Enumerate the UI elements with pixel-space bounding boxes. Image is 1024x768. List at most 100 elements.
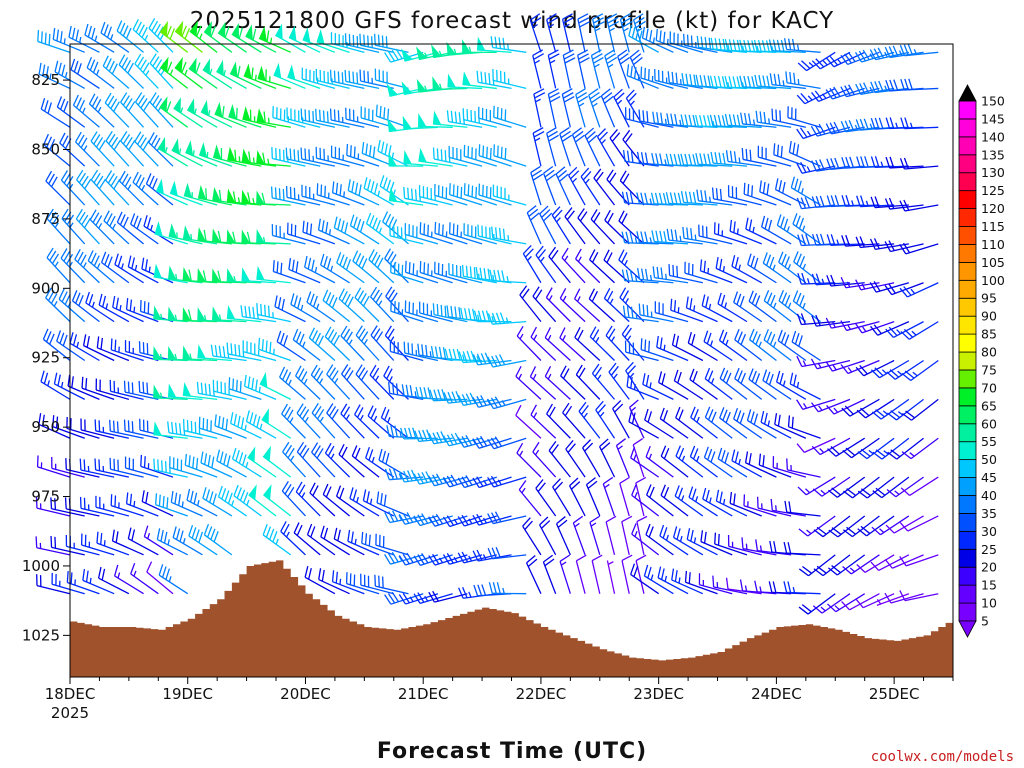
wind-barb [345, 572, 380, 595]
wind-barb [763, 290, 792, 323]
wind-barb [743, 182, 777, 206]
wind-barb [901, 437, 939, 460]
wind-barb [622, 129, 645, 167]
wind-barb [98, 293, 130, 323]
wind-barb [374, 574, 409, 595]
wind-barb [561, 88, 575, 128]
colorbar-bin [958, 154, 977, 174]
wind-barb [384, 325, 409, 361]
wind-barb [272, 260, 306, 284]
wind-barb [169, 456, 203, 478]
wind-barb [624, 340, 659, 362]
wind-barb [600, 88, 616, 128]
wind-barb [259, 371, 292, 400]
wind-barb [280, 521, 306, 556]
wind-barb [712, 575, 748, 595]
wind-barb [546, 403, 571, 439]
wind-barb [825, 359, 865, 372]
wind-barb [626, 64, 659, 90]
wind-barb [112, 295, 144, 323]
wind-barb [331, 570, 365, 595]
wind-barb [419, 261, 453, 284]
wind-barb [281, 481, 306, 517]
wind-barb [51, 457, 85, 478]
wind-barb [569, 477, 586, 517]
wind-barb [233, 484, 262, 517]
wind-barb [487, 511, 527, 525]
wind-barb [548, 440, 571, 478]
wind-barb [390, 299, 424, 323]
wind-barb [35, 496, 71, 517]
wind-barb [748, 290, 777, 323]
colorbar-bin [958, 333, 977, 353]
wind-barb [114, 253, 144, 284]
wind-barb [212, 379, 247, 400]
wind-barb [748, 368, 777, 400]
wind-barb [660, 445, 689, 478]
colorbar-bin [958, 100, 977, 120]
wind-barb [828, 515, 866, 538]
wind-barb [212, 144, 247, 167]
wind-barb [184, 453, 218, 478]
wind-barb [300, 147, 336, 167]
wind-barb [125, 298, 159, 323]
wind-barb [493, 105, 527, 128]
wind-barb [741, 148, 777, 167]
wind-barb [492, 68, 527, 90]
wind-barb [309, 482, 336, 517]
wind-barb [783, 38, 821, 53]
colorbar-bin [958, 351, 977, 371]
wind-barb [744, 451, 777, 478]
wind-barb [871, 515, 910, 536]
wind-barb [840, 51, 880, 66]
wind-barb [256, 265, 291, 284]
wind-barb [262, 445, 292, 478]
wind-barb [105, 130, 130, 167]
wind-barb [768, 39, 806, 53]
x-tick-label: 19DEC [162, 685, 213, 703]
wind-barb [155, 178, 189, 206]
wind-barb [608, 362, 630, 400]
wind-barb [245, 410, 277, 439]
wind-barb [286, 107, 321, 128]
wind-barb [574, 327, 601, 361]
wind-barb [217, 485, 247, 517]
wind-barb [174, 20, 203, 53]
wind-barb [361, 531, 394, 556]
wind-barb [574, 288, 601, 323]
wind-barb [559, 287, 586, 323]
wind-barb [51, 572, 85, 595]
wind-barb [306, 523, 336, 556]
wind-barb [296, 441, 321, 478]
wind-barb [746, 409, 777, 439]
wind-barb [308, 327, 336, 361]
wind-barb [360, 573, 394, 595]
wind-barb [622, 305, 659, 323]
wind-barb [899, 282, 939, 298]
wind-barb [621, 269, 659, 284]
wind-barb [796, 196, 836, 210]
wind-barb [85, 291, 115, 323]
wind-barb [826, 274, 865, 287]
wind-barb [263, 484, 292, 517]
wind-barb [160, 56, 189, 89]
wind-barb [791, 330, 821, 362]
wind-barb [86, 56, 115, 89]
wind-barb [132, 171, 159, 206]
credit-text[interactable]: coolwx.com/models [871, 749, 1014, 765]
wind-barb [197, 307, 232, 323]
wind-barb [351, 445, 380, 478]
wind-barb [169, 180, 203, 206]
colorbar-label: 130 [981, 165, 1005, 180]
wind-barb [856, 554, 895, 573]
wind-barb [613, 88, 630, 128]
wind-barb [167, 383, 203, 401]
wind-barb [684, 570, 718, 595]
wind-barb [241, 267, 277, 284]
wind-barb [685, 296, 718, 323]
wind-barb [577, 13, 591, 53]
wind-barb [812, 476, 851, 497]
wind-barb [413, 471, 453, 485]
wind-barb [842, 437, 880, 459]
wind-barb [741, 537, 777, 556]
